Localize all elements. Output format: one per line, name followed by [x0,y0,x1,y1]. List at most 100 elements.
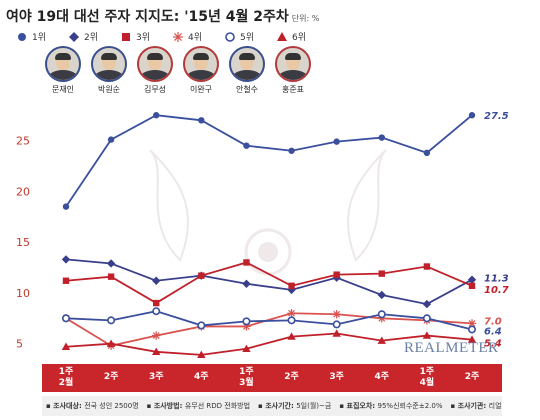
end-value-label: 11.3 [484,274,509,285]
data-point [106,259,116,268]
avatar [275,46,311,82]
data-point [107,136,115,143]
series [61,255,477,309]
legend-label: 6위 [292,33,307,43]
data-point [152,331,161,340]
footer-item: ▪ 조사기간: 5일(월)~금 [258,402,332,410]
data-point [62,277,70,284]
legend-item: 1위 [16,30,46,43]
legend-marker-icon [18,32,26,41]
data-point [333,138,340,145]
x-tick-label: 4주 [194,372,209,382]
y-tick-label: 25 [16,135,30,148]
data-point [332,310,341,319]
data-point [242,317,251,326]
legend-marker-icon [122,32,130,41]
data-point [467,325,476,334]
data-point [152,307,161,316]
avatar [137,46,173,82]
data-point [467,275,477,284]
series [62,112,476,210]
end-value-label: 5.4 [484,339,502,350]
x-tick-label: 1주 4월 [419,367,435,388]
x-tick-label: 3주 [329,372,344,382]
x-tick-label: 2주 [284,372,299,382]
x-tick-label: 2주 [103,372,119,382]
candidate-avatars: 문재인 박원순 김무성 이완구 안철수 홍준표 [40,46,340,106]
series-line [65,258,473,306]
data-point [198,117,205,124]
end-value-label: 10.7 [484,285,509,296]
x-tick-label: 1주 3월 [239,367,254,388]
candidate-name: 안철수 [235,85,259,94]
data-point [243,259,250,266]
legend-item: 4위 [172,30,202,43]
avatar [183,46,219,82]
data-point [467,335,477,343]
data-point [197,350,206,359]
candidate-name: 박원순 [97,85,121,94]
candidate-card: 이완구 [178,46,224,95]
data-point [377,336,386,344]
series-line [65,312,473,347]
data-point [107,316,116,325]
data-point [106,339,116,347]
series-line [65,332,473,356]
legend-label: 5위 [240,33,255,43]
series-line [65,310,473,331]
data-point [422,314,431,323]
footer-item: ▪ 조사기관: 리얼미터 [450,402,502,410]
data-point [468,282,476,290]
end-value-label: 6.4 [484,326,502,337]
x-tick-label: 2주 [464,372,480,382]
candidate-name: 문재인 [51,85,75,94]
series [61,307,476,334]
avatar [229,46,265,82]
series-line [65,261,473,305]
candidate-card: 안철수 [224,46,270,95]
data-point [61,255,71,264]
legend-marker-icon [69,31,79,42]
data-point [377,310,386,319]
x-tick-label: 1주 2월 [58,367,74,388]
y-tick-label: 5 [16,338,23,351]
data-point [62,203,70,210]
y-tick-label: 10 [16,287,30,300]
legend-item: 5위 [224,30,254,43]
data-point [153,299,160,307]
chart-title: 여야 19대 대선 주자 지지도: '15년 4월 2주차 단위: % [6,6,319,26]
data-point [61,314,70,323]
data-point [288,282,295,290]
series [61,329,477,359]
data-point [243,142,250,149]
title-text: 여야 19대 대선 주자 지지도: '15년 4월 2주차 [6,9,289,25]
data-point [152,347,161,356]
watermark-emblem [149,149,387,276]
avatar [91,46,127,82]
legend-label: 1위 [32,33,47,43]
data-point [332,329,341,337]
data-point [287,309,296,318]
x-tick-label: 3주 [148,372,164,382]
data-point [422,299,432,309]
legend-marker [277,31,287,41]
data-point [107,273,115,280]
legend-marker [18,32,26,41]
legend-marker [69,31,79,42]
x-axis-band: 1주 2월 2주 3주 4주 1주 3월 2주 3주 4주 1주 4월 2주 [42,364,502,392]
legend-marker-icon [173,31,183,42]
end-value-label: 27.5 [484,111,509,122]
y-tick-label: 20 [16,185,30,198]
legend-label: 2위 [84,33,99,43]
data-point [242,279,251,288]
legend-marker [173,31,183,42]
data-point [152,276,161,285]
x-tick-label: 4주 [374,372,390,382]
data-point [423,149,431,156]
legend-item: 6위 [276,30,306,43]
data-point [197,321,206,330]
legend-label: 3위 [136,33,151,43]
data-point [332,320,341,329]
end-value-label: 7.0 [484,316,502,327]
